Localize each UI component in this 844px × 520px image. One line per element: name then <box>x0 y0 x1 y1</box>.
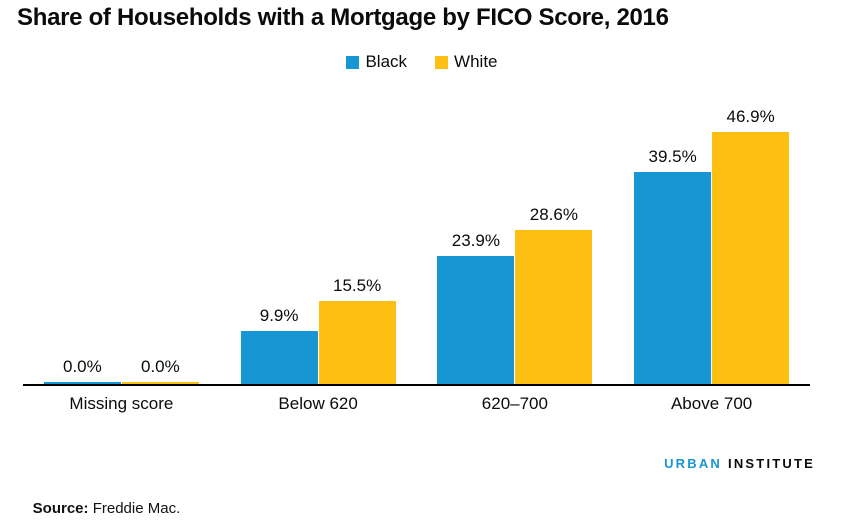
legend-swatch-black-icon <box>346 55 360 69</box>
bar-group: 23.9% 28.6% <box>437 205 593 384</box>
bar-value-label: 9.9% <box>259 305 299 325</box>
bar-value-label: 0.0% <box>63 357 102 376</box>
bar-black: 9.9% <box>240 306 318 384</box>
logo-institute-text: INSTITUTE <box>728 456 815 471</box>
bar-white: 15.5% <box>318 276 396 384</box>
x-axis-label: Missing score <box>69 394 174 413</box>
source-label: Source: <box>32 500 89 517</box>
bar-black: 23.9% <box>437 231 515 384</box>
chart-title: Share of Households with a Mortgage by F… <box>17 4 669 31</box>
legend-label-black: Black <box>365 52 408 71</box>
bar-white: 28.6% <box>515 205 593 384</box>
bar-value-label: 46.9% <box>726 107 775 127</box>
bar-white: 46.9% <box>712 107 790 384</box>
legend: Black White <box>0 52 844 72</box>
bar-group: 9.9% 15.5% <box>240 276 396 384</box>
x-axis-label: Above 700 <box>670 394 753 413</box>
legend-swatch-white-icon <box>435 55 449 69</box>
bar-group: 39.5% 46.9% <box>634 107 790 384</box>
x-axis-labels: Missing score Below 620 620–700 Above 700 <box>23 394 810 414</box>
bar-black: 39.5% <box>634 147 712 384</box>
legend-label-white: White <box>454 52 498 71</box>
bar-black: 0.0% <box>43 357 121 384</box>
bar-value-label: 28.6% <box>529 205 578 225</box>
source-note: Source: Freddie Mac. <box>16 483 181 520</box>
bar-white: 0.0% <box>121 357 199 384</box>
legend-item-white: White <box>435 52 498 72</box>
bar-value-label: 15.5% <box>333 275 382 295</box>
legend-item-black: Black <box>346 52 407 72</box>
x-axis-label: 620–700 <box>481 394 548 413</box>
bar-value-label: 39.5% <box>648 146 697 166</box>
logo-urban-text: URBAN <box>664 456 723 471</box>
urban-institute-logo: URBAN INSTITUTE <box>664 456 815 471</box>
x-axis-label: Below 620 <box>278 394 358 413</box>
bar-plot: 0.0% 0.0% 9.9% 15.5% 23.9% 28.6% 39.5% 46.9% <box>23 100 810 386</box>
source-text: Freddie Mac. <box>88 500 181 517</box>
bar-value-label: 23.9% <box>451 230 500 250</box>
bar-group: 0.0% 0.0% <box>43 357 199 384</box>
bar-value-label: 0.0% <box>141 357 180 376</box>
